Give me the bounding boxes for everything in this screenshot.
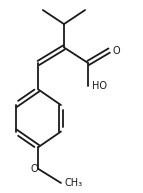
Text: O: O [30,164,38,174]
Text: HO: HO [92,81,107,91]
Text: O: O [113,46,120,56]
Text: CH₃: CH₃ [64,178,83,188]
